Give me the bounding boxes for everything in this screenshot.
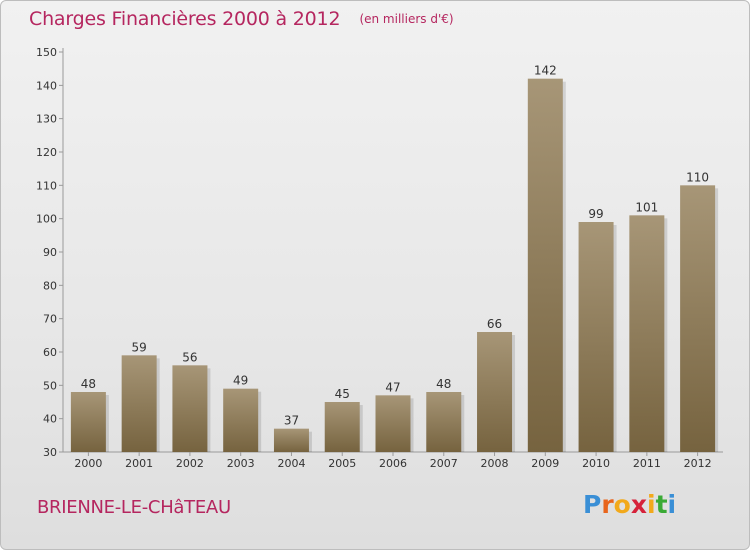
bar xyxy=(680,185,716,453)
x-tick-label: 2007 xyxy=(430,457,458,470)
x-tick-label: 2004 xyxy=(277,457,305,470)
bar-value-label: 142 xyxy=(534,64,557,78)
x-tick-label: 2010 xyxy=(582,457,610,470)
x-tick-label: 2002 xyxy=(176,457,204,470)
x-tick-label: 2006 xyxy=(379,457,407,470)
x-tick-label: 2000 xyxy=(74,457,102,470)
logo-letter: o xyxy=(613,490,631,519)
x-tick-label: 2003 xyxy=(227,457,255,470)
bar-value-label: 59 xyxy=(132,340,147,354)
y-tick-label: 150 xyxy=(36,46,57,59)
bar xyxy=(375,395,411,452)
bar xyxy=(578,222,614,452)
logo-letter: P xyxy=(583,490,602,519)
y-tick-label: 100 xyxy=(36,213,57,226)
bar xyxy=(70,392,106,452)
x-tick-label: 2012 xyxy=(684,457,712,470)
proxiti-logo[interactable]: Proxiti xyxy=(583,490,676,519)
bar xyxy=(629,215,665,452)
bar-value-label: 48 xyxy=(436,377,451,391)
bar-value-label: 99 xyxy=(588,207,603,221)
bar-value-label: 45 xyxy=(335,387,350,401)
y-tick-label: 50 xyxy=(43,379,57,392)
bar-value-label: 56 xyxy=(182,350,197,364)
y-tick-label: 30 xyxy=(43,446,57,459)
place-name: BRIENNE-LE-CHâTEAU xyxy=(37,497,231,518)
bar-value-label: 110 xyxy=(686,170,709,184)
logo-letter: r xyxy=(601,490,614,519)
y-tick-label: 80 xyxy=(43,279,57,292)
logo-letter: i xyxy=(667,490,677,519)
bar xyxy=(172,365,208,452)
chart-title: Charges Financières 2000 à 2012 xyxy=(29,8,341,30)
bar-value-label: 101 xyxy=(635,200,658,214)
bar xyxy=(121,355,157,452)
logo-letter: x xyxy=(630,490,647,519)
title-row: Charges Financières 2000 à 2012 (en mill… xyxy=(29,8,454,30)
y-tick-label: 120 xyxy=(36,146,57,159)
x-tick-label: 2005 xyxy=(328,457,356,470)
bar-value-label: 66 xyxy=(487,317,502,331)
y-tick-label: 110 xyxy=(36,179,57,192)
x-tick-label: 2011 xyxy=(633,457,661,470)
bar xyxy=(324,402,360,452)
x-tick-label: 2001 xyxy=(125,457,153,470)
x-tick-label: 2009 xyxy=(531,457,559,470)
y-tick-label: 70 xyxy=(43,313,57,326)
bar-value-label: 48 xyxy=(81,377,96,391)
bar xyxy=(426,392,462,452)
logo-letter: i xyxy=(647,490,656,519)
y-tick-label: 140 xyxy=(36,79,57,92)
chart-unit: (en milliers d'€) xyxy=(359,12,454,26)
y-tick-label: 130 xyxy=(36,113,57,126)
bar-value-label: 37 xyxy=(284,414,299,428)
y-tick-label: 60 xyxy=(43,346,57,359)
y-tick-label: 90 xyxy=(43,246,57,259)
x-tick-label: 2008 xyxy=(481,457,509,470)
bar-value-label: 47 xyxy=(385,380,400,394)
bar xyxy=(223,388,259,452)
logo-letter: t xyxy=(655,490,668,519)
bar xyxy=(273,428,309,452)
bar-value-label: 49 xyxy=(233,374,248,388)
bar xyxy=(477,332,513,452)
y-tick-label: 40 xyxy=(43,413,57,426)
bar xyxy=(527,78,563,453)
